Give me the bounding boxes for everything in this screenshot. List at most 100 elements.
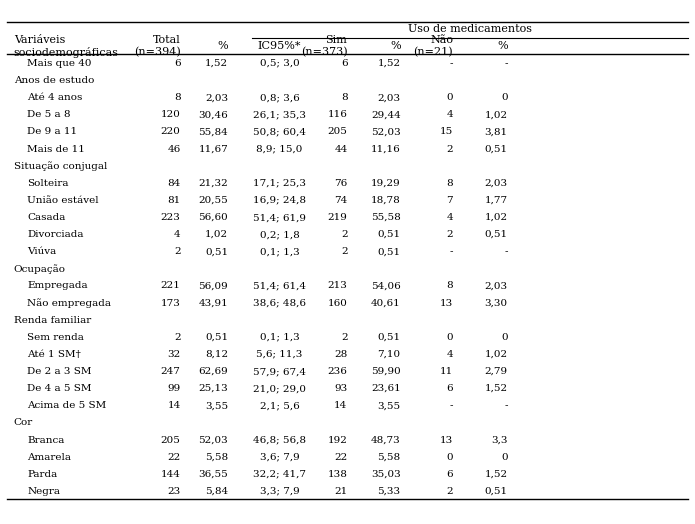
- Text: 213: 213: [327, 281, 348, 290]
- Text: Viúva: Viúva: [27, 247, 56, 256]
- Text: 1,02: 1,02: [205, 230, 228, 239]
- Text: 144: 144: [161, 470, 181, 479]
- Text: 173: 173: [161, 299, 181, 308]
- Text: 1,02: 1,02: [484, 213, 507, 222]
- Text: 13: 13: [440, 299, 453, 308]
- Text: %: %: [218, 41, 228, 51]
- Text: 48,73: 48,73: [371, 435, 400, 444]
- Text: 219: 219: [327, 213, 348, 222]
- Text: 0,51: 0,51: [377, 333, 400, 342]
- Text: 1,02: 1,02: [484, 110, 507, 119]
- Text: 3,55: 3,55: [205, 401, 228, 410]
- Text: 4: 4: [446, 213, 453, 222]
- Text: 81: 81: [167, 196, 181, 205]
- Text: 35,03: 35,03: [371, 470, 400, 479]
- Text: Parda: Parda: [27, 470, 58, 479]
- Text: 2,1; 5,6: 2,1; 5,6: [259, 401, 300, 410]
- Text: 3,81: 3,81: [484, 127, 507, 136]
- Text: 8: 8: [446, 281, 453, 290]
- Text: -: -: [504, 247, 507, 256]
- Text: 8: 8: [341, 93, 348, 102]
- Text: 36,55: 36,55: [199, 470, 228, 479]
- Text: Não empregada: Não empregada: [27, 298, 111, 308]
- Text: 223: 223: [161, 213, 181, 222]
- Text: 221: 221: [161, 281, 181, 290]
- Text: 0,2; 1,8: 0,2; 1,8: [259, 230, 300, 239]
- Text: 1,52: 1,52: [484, 384, 507, 393]
- Text: 5,58: 5,58: [205, 453, 228, 462]
- Text: 14: 14: [334, 401, 348, 410]
- Text: 3,55: 3,55: [377, 401, 400, 410]
- Text: IC95%*: IC95%*: [258, 41, 301, 51]
- Text: 17,1; 25,3: 17,1; 25,3: [253, 179, 306, 188]
- Text: 0,1; 1,3: 0,1; 1,3: [259, 247, 300, 256]
- Text: 55,58: 55,58: [371, 213, 400, 222]
- Text: 22: 22: [167, 453, 181, 462]
- Text: 2: 2: [446, 487, 453, 496]
- Text: 2: 2: [174, 247, 181, 256]
- Text: 8: 8: [174, 93, 181, 102]
- Text: 13: 13: [440, 435, 453, 444]
- Text: 0: 0: [501, 93, 507, 102]
- Text: 26,1; 35,3: 26,1; 35,3: [253, 110, 306, 119]
- Text: Situação conjugal: Situação conjugal: [14, 161, 107, 171]
- Text: 22: 22: [334, 453, 348, 462]
- Text: 2,03: 2,03: [377, 93, 400, 102]
- Text: Empregada: Empregada: [27, 281, 88, 290]
- Text: Uso de medicamentos: Uso de medicamentos: [408, 24, 532, 34]
- Text: 1,52: 1,52: [484, 470, 507, 479]
- Text: 0: 0: [446, 453, 453, 462]
- Text: 2,03: 2,03: [484, 179, 507, 188]
- Text: 5,84: 5,84: [205, 487, 228, 496]
- Text: 2: 2: [341, 333, 348, 342]
- Text: 0,1; 1,3: 0,1; 1,3: [259, 333, 300, 342]
- Text: 4: 4: [446, 350, 453, 359]
- Text: 1,52: 1,52: [205, 59, 228, 68]
- Text: 2: 2: [341, 230, 348, 239]
- Text: 0,51: 0,51: [377, 230, 400, 239]
- Text: 99: 99: [167, 384, 181, 393]
- Text: 46: 46: [167, 145, 181, 154]
- Text: 236: 236: [327, 367, 348, 376]
- Text: 59,90: 59,90: [371, 367, 400, 376]
- Text: 205: 205: [161, 435, 181, 444]
- Text: 7,10: 7,10: [377, 350, 400, 359]
- Text: 6: 6: [446, 384, 453, 393]
- Text: 51,4; 61,4: 51,4; 61,4: [253, 281, 306, 290]
- Text: Até 4 anos: Até 4 anos: [27, 93, 83, 102]
- Text: 6: 6: [446, 470, 453, 479]
- Text: 0,5; 3,0: 0,5; 3,0: [259, 59, 300, 68]
- Text: 14: 14: [167, 401, 181, 410]
- Text: Mais que 40: Mais que 40: [27, 59, 92, 68]
- Text: 19,29: 19,29: [371, 179, 400, 188]
- Text: Anos de estudo: Anos de estudo: [14, 76, 94, 85]
- Text: 5,6; 11,3: 5,6; 11,3: [256, 350, 302, 359]
- Text: 2: 2: [174, 333, 181, 342]
- Text: 1,02: 1,02: [484, 350, 507, 359]
- Text: 205: 205: [327, 127, 348, 136]
- Text: Variáveis
sociodemográficas: Variáveis sociodemográficas: [14, 35, 119, 58]
- Text: 29,44: 29,44: [371, 110, 400, 119]
- Text: 2,03: 2,03: [205, 93, 228, 102]
- Text: 21,32: 21,32: [199, 179, 228, 188]
- Text: 25,13: 25,13: [199, 384, 228, 393]
- Text: Divorciada: Divorciada: [27, 230, 84, 239]
- Text: Branca: Branca: [27, 435, 65, 444]
- Text: 23: 23: [167, 487, 181, 496]
- Text: -: -: [450, 401, 453, 410]
- Text: 30,46: 30,46: [199, 110, 228, 119]
- Text: %: %: [497, 41, 507, 51]
- Text: 0: 0: [501, 453, 507, 462]
- Text: 0,51: 0,51: [484, 230, 507, 239]
- Text: 46,8; 56,8: 46,8; 56,8: [253, 435, 306, 444]
- Text: 0,51: 0,51: [205, 333, 228, 342]
- Text: 23,61: 23,61: [371, 384, 400, 393]
- Text: 3,3: 3,3: [491, 435, 507, 444]
- Text: 0,51: 0,51: [205, 247, 228, 256]
- Text: De 9 a 11: De 9 a 11: [27, 127, 78, 136]
- Text: De 4 a 5 SM: De 4 a 5 SM: [27, 384, 92, 393]
- Text: Não
(n=21): Não (n=21): [414, 35, 453, 57]
- Text: 18,78: 18,78: [371, 196, 400, 205]
- Text: 2,79: 2,79: [484, 367, 507, 376]
- Text: 51,4; 61,9: 51,4; 61,9: [253, 213, 306, 222]
